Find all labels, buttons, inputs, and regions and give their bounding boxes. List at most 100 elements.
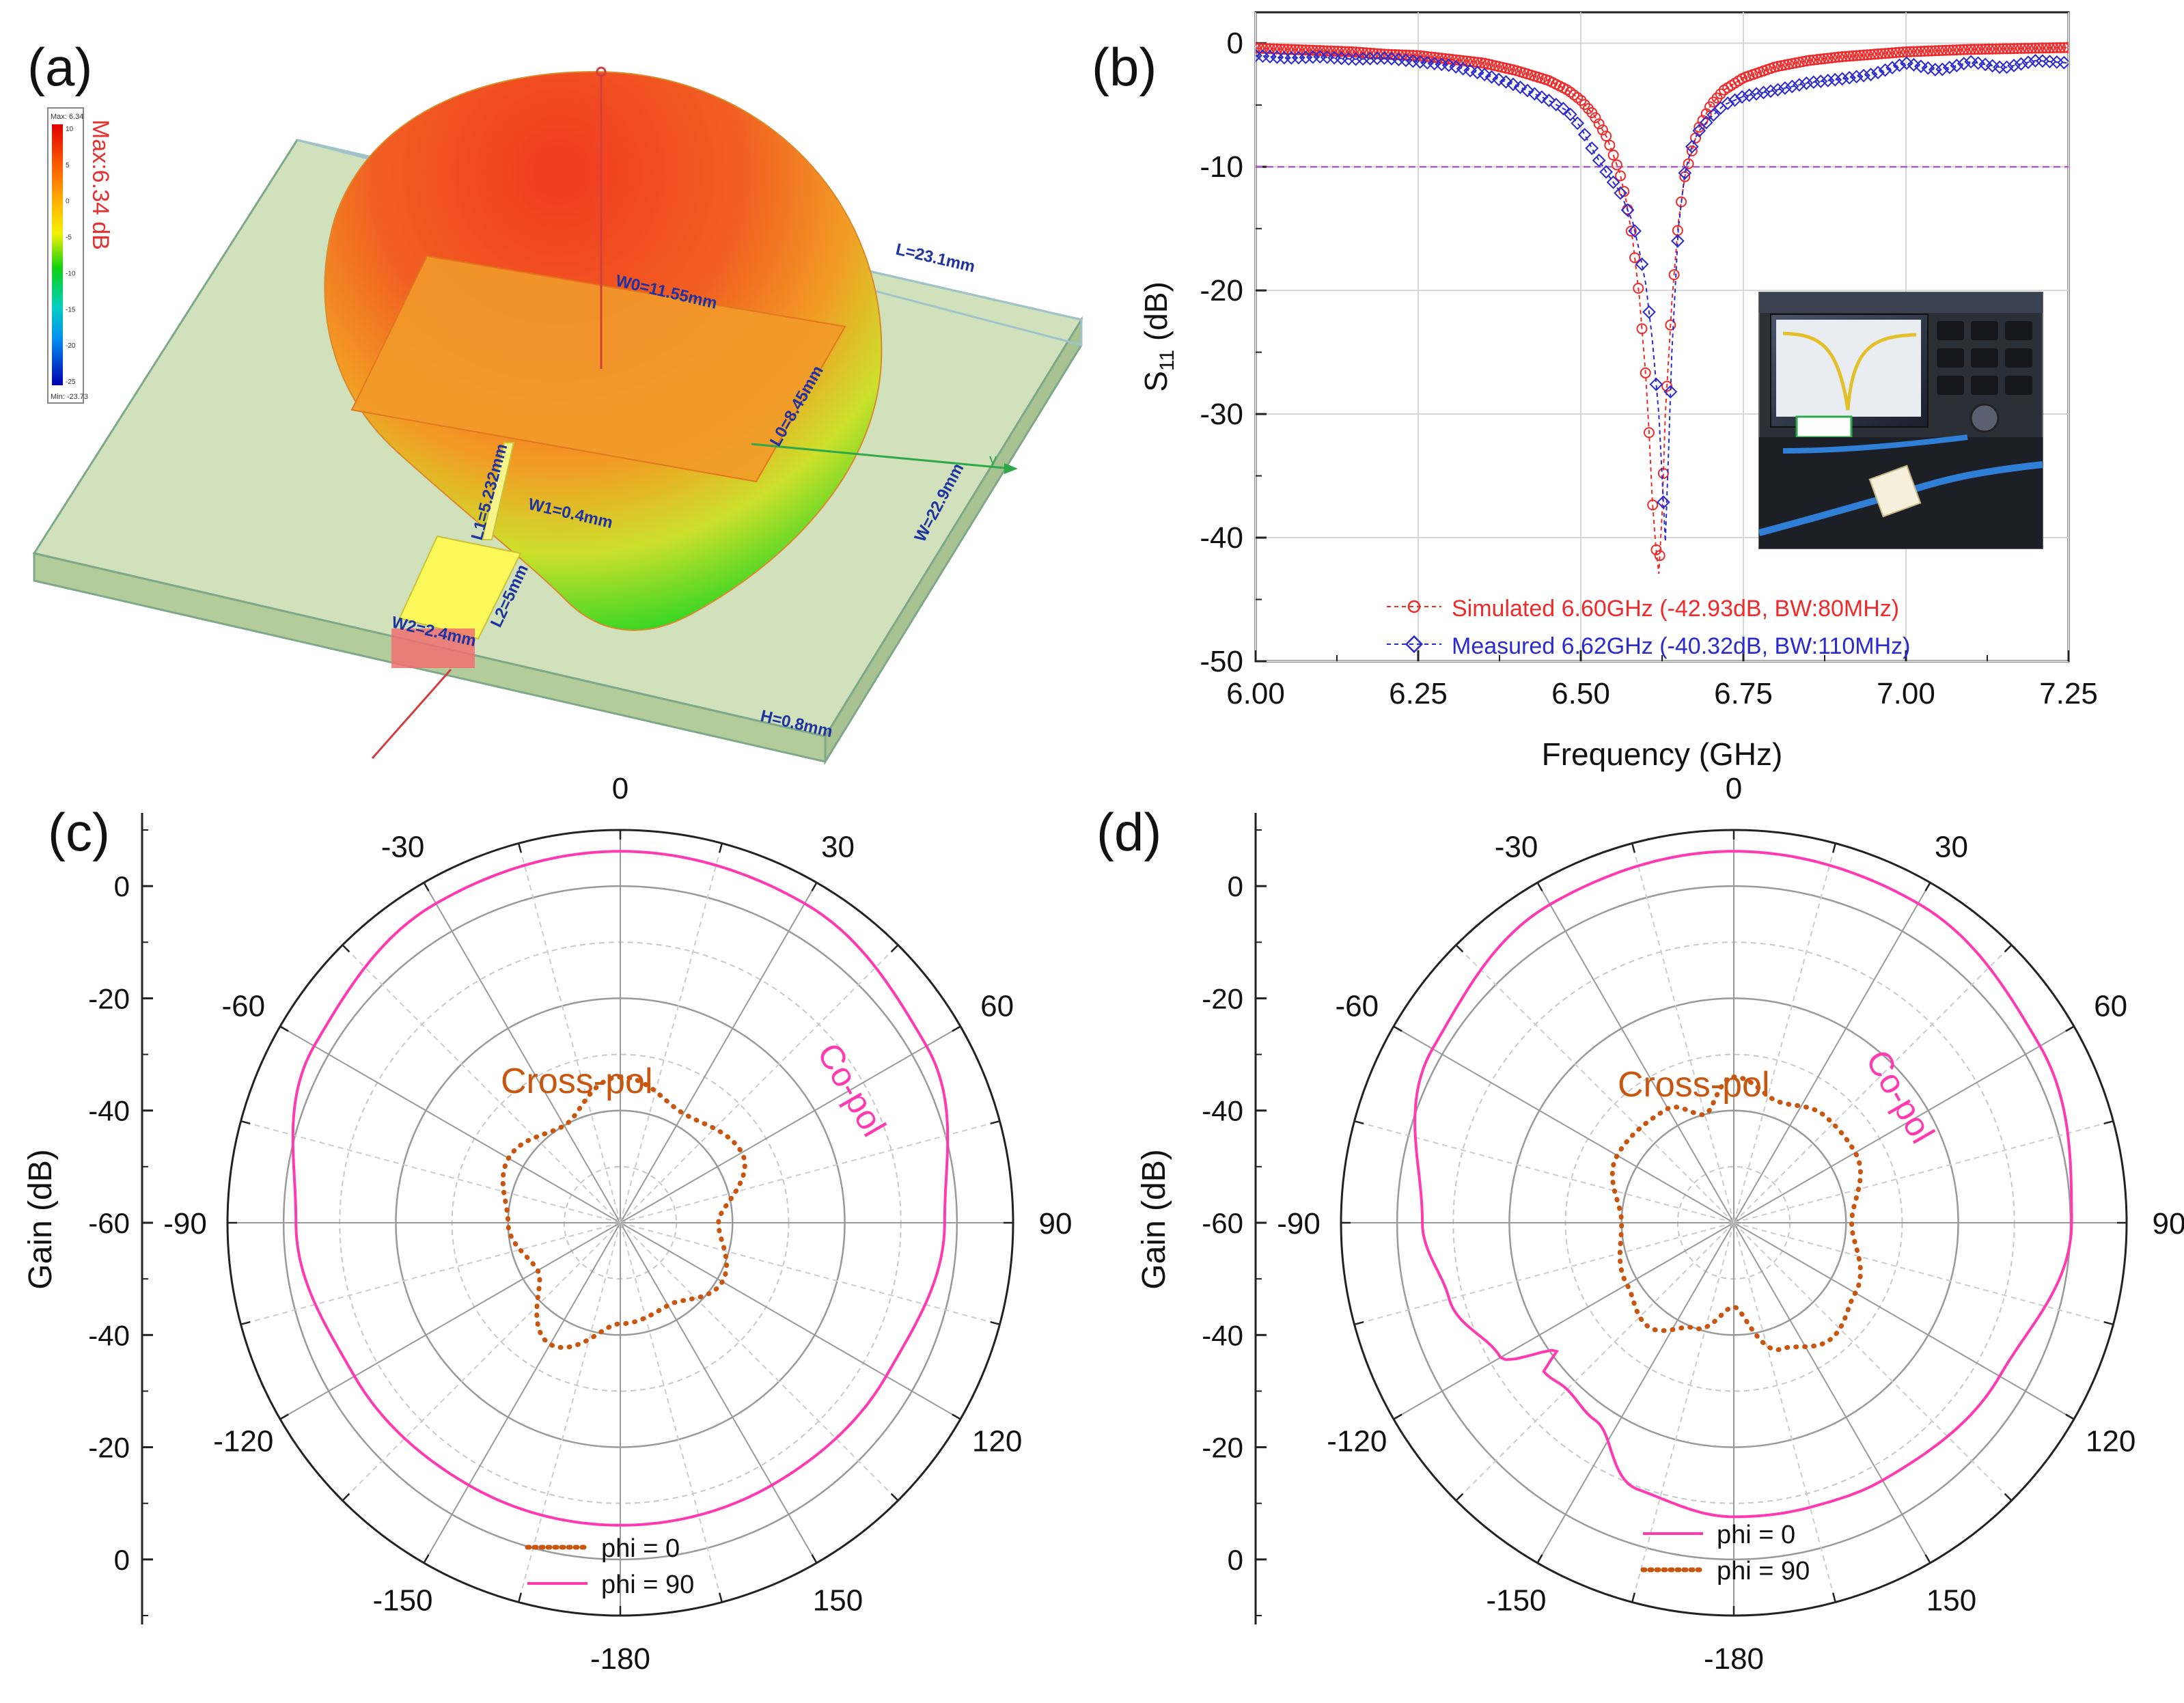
c-y-axis-label: Gain (dB) [23, 1149, 59, 1289]
polar-angle-label: 90 [2153, 1207, 2184, 1241]
data-point [1948, 44, 1959, 56]
c-legend-phi0: phi = 0 [601, 1534, 680, 1563]
y-axis-arrow [751, 443, 1005, 469]
data-point [2033, 42, 2045, 54]
polar-tick [990, 1120, 1000, 1125]
data-point [1299, 51, 1313, 64]
polar-angle-label: -180 [590, 1642, 650, 1676]
polar-spoke [1733, 1120, 2114, 1223]
data-point [1465, 56, 1476, 68]
data-point [1819, 53, 1830, 64]
polar-angle-label: 0 [1726, 772, 1742, 805]
colorbar-tick-label: -15 [66, 306, 76, 314]
data-point [2044, 42, 2056, 54]
polar-angle-label: -30 [1495, 830, 1538, 863]
data-point [1370, 51, 1384, 66]
colorbar-min: Min: -23.73 [51, 393, 88, 401]
polar-tick [423, 1554, 430, 1564]
data-point [1928, 63, 1942, 77]
data-point [1534, 90, 1549, 105]
data-point [1804, 55, 1816, 66]
data-point [1700, 108, 1712, 120]
data-point [1499, 74, 1513, 89]
data-point [2004, 43, 2016, 55]
data-point [1897, 46, 1909, 58]
data-point [2062, 42, 2069, 53]
data-point [1606, 175, 1620, 189]
x-tick-label: 6.75 [1714, 677, 1773, 710]
inset-photo: VNA [1758, 292, 2044, 549]
polar-tick [1631, 1592, 1636, 1603]
y-axis-arrowhead [1004, 463, 1018, 474]
data-point [1836, 51, 1848, 62]
data-point [1611, 159, 1622, 171]
data-point [1840, 51, 1851, 62]
polar-angle-label: 120 [2086, 1425, 2135, 1458]
data-point [1908, 46, 1920, 57]
polar-spoke [518, 1222, 621, 1603]
colorbar-tick-label: 0 [66, 198, 70, 206]
polar-tick [718, 843, 723, 853]
data-point [1993, 60, 2006, 74]
data-point [1685, 139, 1699, 154]
polar-angle-label: 30 [821, 830, 855, 863]
radial-tick-label: -60 [88, 1207, 130, 1239]
radial-tick-label: -20 [1202, 1432, 1243, 1464]
polar-spoke [620, 1222, 818, 1564]
data-point [1721, 96, 1735, 111]
data-point [1484, 70, 1499, 84]
polar-spoke [620, 843, 723, 1223]
data-point [1614, 186, 1627, 200]
polar-tick [718, 1592, 723, 1603]
data-point [1343, 46, 1355, 57]
data-point [1654, 550, 1665, 562]
data-point [1643, 427, 1655, 439]
polar-spoke [1455, 1222, 1734, 1501]
data-point [1650, 544, 1662, 555]
data-point [2015, 42, 2027, 54]
data-point [1528, 87, 1542, 101]
radial-tick-label: -40 [1202, 1095, 1243, 1127]
data-point [1593, 118, 1605, 130]
y-axis-label: S11 (dB) [1138, 281, 1178, 392]
polar-tick [342, 1493, 350, 1501]
polar-tick [952, 1025, 961, 1032]
y-axis-label-unit: (dB) [1138, 281, 1174, 350]
x-tick-label: 7.25 [2039, 677, 2098, 710]
data-point [1699, 115, 1713, 130]
radial-tick-label: -20 [88, 1432, 130, 1464]
data-point [1640, 367, 1651, 378]
polar-tick [1831, 1592, 1837, 1603]
polar-spoke [279, 1025, 621, 1223]
data-point [1364, 47, 1376, 59]
data-point [1314, 45, 1326, 57]
polar-tick [240, 1120, 251, 1125]
polar-angle-label: 60 [980, 990, 1014, 1023]
data-point [1887, 47, 1898, 59]
polar-tick [517, 843, 523, 853]
x-tick-label: 6.00 [1226, 677, 1285, 710]
polar-tick [2103, 1120, 2114, 1125]
data-point [1847, 50, 1859, 61]
axes-arrows [371, 66, 607, 759]
polar-spoke [1354, 1120, 1734, 1223]
polar-series-cross-pol [500, 1074, 747, 1351]
data-point [2008, 43, 2020, 55]
y-axis-label-sub: 11 [1156, 350, 1178, 371]
polar-spoke [342, 944, 621, 1223]
polar-tick [1354, 1320, 1364, 1326]
polar-tick [1924, 1554, 1931, 1564]
data-point [1905, 46, 1916, 57]
radial-tick-label: -40 [1202, 1319, 1243, 1351]
polar-spoke [1455, 944, 1734, 1223]
series-measured [1256, 49, 2069, 542]
data-point [2026, 42, 2038, 54]
polar-spoke [1733, 944, 2013, 1223]
data-point [1926, 45, 1937, 57]
data-point [1428, 52, 1440, 64]
polar-angle-label: -120 [213, 1425, 273, 1458]
data-point [1571, 116, 1585, 130]
data-point [1604, 139, 1616, 151]
data-point [1706, 108, 1721, 122]
data-point [1983, 43, 1995, 55]
